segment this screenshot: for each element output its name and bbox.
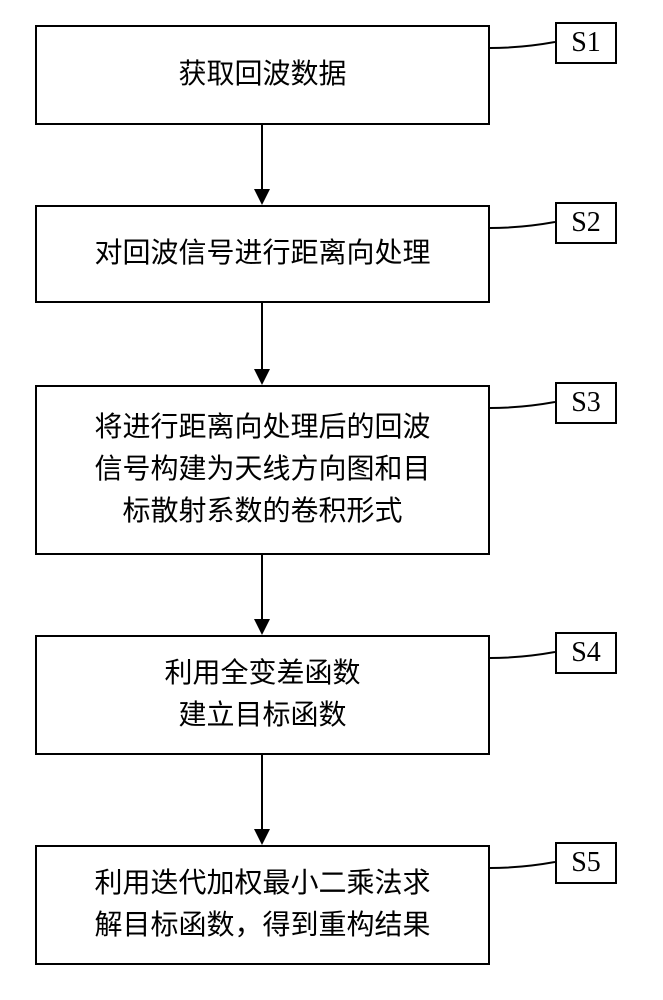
arrow-s2-s3 [250, 303, 274, 385]
label-text-s5: S5 [571, 847, 601, 879]
label-text-s1: S1 [571, 27, 601, 59]
step-text-s1: 获取回波数据 [178, 54, 346, 96]
label-box-s4: S4 [555, 632, 617, 674]
arrow-s1-s2 [250, 125, 274, 205]
label-box-s3: S3 [555, 382, 617, 424]
label-text-s3: S3 [571, 387, 601, 419]
connector-s2 [490, 202, 555, 232]
step-text-s4: 利用全变差函数 建立目标函数 [164, 653, 360, 737]
connector-s3 [490, 382, 555, 412]
label-box-s1: S1 [555, 22, 617, 64]
step-box-s5: 利用迭代加权最小二乘法求 解目标函数，得到重构结果 [35, 845, 490, 965]
label-box-s5: S5 [555, 842, 617, 884]
step-box-s3: 将进行距离向处理后的回波 信号构建为天线方向图和目 标散射系数的卷积形式 [35, 385, 490, 555]
label-text-s2: S2 [571, 207, 601, 239]
connector-s5 [490, 842, 555, 872]
arrow-s3-s4 [250, 555, 274, 635]
step-box-s2: 对回波信号进行距离向处理 [35, 205, 490, 303]
arrow-s4-s5 [250, 755, 274, 845]
flowchart-container: 获取回波数据 S1 对回波信号进行距离向处理 S2 将进行距离向处理后的回波 信… [0, 0, 663, 1000]
step-text-s3: 将进行距离向处理后的回波 信号构建为天线方向图和目 标散射系数的卷积形式 [94, 407, 430, 533]
step-text-s2: 对回波信号进行距离向处理 [94, 233, 430, 275]
step-box-s4: 利用全变差函数 建立目标函数 [35, 635, 490, 755]
step-text-s5: 利用迭代加权最小二乘法求 解目标函数，得到重构结果 [94, 863, 430, 947]
step-box-s1: 获取回波数据 [35, 25, 490, 125]
connector-s1 [490, 22, 555, 52]
connector-s4 [490, 632, 555, 662]
label-box-s2: S2 [555, 202, 617, 244]
label-text-s4: S4 [571, 637, 601, 669]
